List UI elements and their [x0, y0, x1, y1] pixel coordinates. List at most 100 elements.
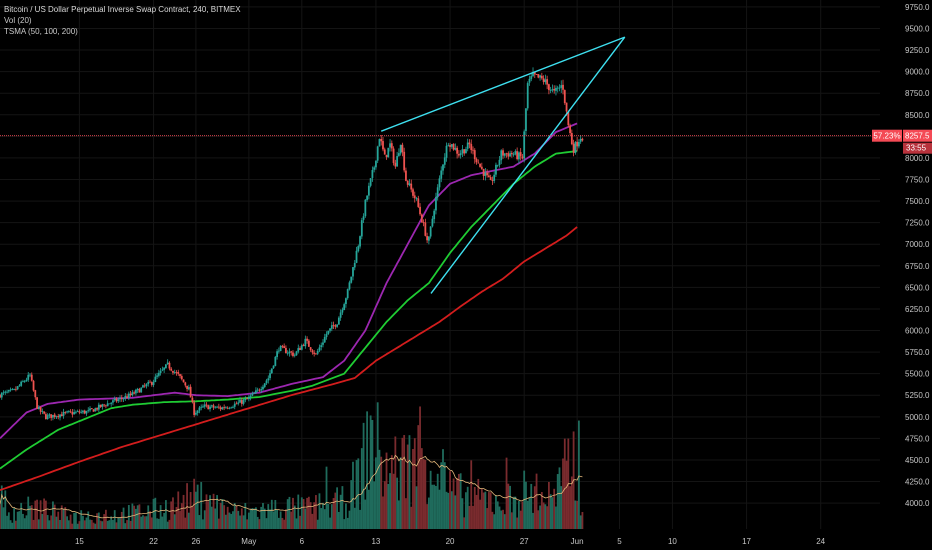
candle-205	[360, 217, 363, 240]
candle-body-14	[23, 381, 26, 382]
volume-bar-304	[535, 473, 538, 529]
candle-116	[203, 401, 206, 409]
candle-body-131	[230, 407, 233, 409]
candle-167	[293, 353, 296, 358]
candle-body-283	[498, 159, 501, 166]
ma50-line	[0, 122, 578, 440]
volume-bar-184	[323, 509, 326, 529]
volume-bar-284	[500, 510, 503, 529]
candle-body-305	[537, 74, 540, 78]
candle-320	[563, 89, 566, 105]
candle-292	[514, 149, 517, 156]
candle-body-193	[339, 312, 342, 318]
candle-268	[472, 146, 474, 155]
y-tick-label-16: 5750.0	[905, 348, 930, 357]
candle-body-308	[542, 78, 545, 82]
indicator-volume[interactable]: Vol (20)	[4, 16, 32, 25]
x-axis[interactable]: 15 22 26 May 6 13 20 27 Jun 5 10 17 24	[75, 537, 826, 546]
candle-body-27	[46, 415, 49, 420]
candle-131	[230, 406, 233, 409]
volume-bar-255	[449, 471, 451, 529]
candle-body-110	[193, 402, 196, 415]
volume-bar-57	[99, 520, 102, 529]
volume-bar-30	[52, 501, 54, 529]
volume-bar-262	[461, 498, 464, 529]
volume-bar-64	[112, 519, 114, 529]
volume-bar-210	[369, 415, 372, 529]
volume-bar-264	[465, 492, 467, 529]
candle-80	[140, 387, 143, 393]
volume-bar-242	[426, 504, 429, 529]
candle-body-138	[242, 399, 245, 404]
volume-bar-14	[23, 518, 26, 529]
candle-body-125	[219, 407, 222, 410]
candle-169	[297, 344, 300, 354]
candle-body-288	[507, 153, 510, 157]
volume-bar-321	[565, 460, 568, 529]
candle-body-278	[489, 177, 492, 181]
candle-body-57	[99, 404, 102, 408]
candle-143	[251, 391, 254, 397]
candle-body-260	[457, 154, 460, 156]
volume-bar-259	[456, 478, 459, 529]
candle-158	[277, 347, 280, 354]
chart-title[interactable]: Bitcoin / US Dollar Perpetual Inverse Sw…	[4, 5, 241, 14]
volume-bar-238	[419, 406, 421, 529]
candle-7	[11, 387, 14, 391]
volume-bar-63	[110, 516, 113, 529]
volume-bar-312	[549, 494, 552, 529]
candle-body-66	[115, 398, 118, 402]
candle-236	[415, 196, 418, 201]
indicator-tsma[interactable]: TSMA (50, 100, 200)	[4, 27, 78, 36]
candle-1	[0, 391, 3, 400]
candle-204	[359, 235, 361, 249]
candle-body-183	[322, 342, 324, 345]
volume-bar-97	[170, 501, 173, 529]
moving-averages	[0, 122, 578, 492]
volume-bar-295	[519, 510, 522, 529]
candle-body-303	[533, 71, 536, 75]
candle-body-300	[528, 78, 531, 83]
candle-body-134	[235, 403, 238, 405]
candle-233	[410, 179, 413, 193]
candle-body-235	[413, 195, 416, 199]
candle-body-67	[117, 399, 120, 402]
volume-bar-246	[433, 484, 436, 529]
candle-body-267	[470, 144, 473, 151]
candle-207	[364, 199, 367, 218]
trendlines[interactable]	[380, 36, 626, 294]
candle-body-162	[285, 347, 287, 354]
volume-bar-298	[525, 481, 527, 529]
volume-bar-152	[267, 504, 270, 529]
candle-body-121	[212, 405, 215, 408]
volume-bar-263	[463, 517, 466, 529]
candle-body-54	[94, 408, 97, 412]
candle-body-213	[375, 160, 377, 168]
candle-237	[417, 195, 420, 209]
candle-88	[154, 373, 157, 383]
x-tick-label-8: Jun	[571, 537, 584, 546]
volume-bar-84	[147, 505, 150, 529]
volume-bar-21	[36, 499, 38, 529]
volume-bar-232	[408, 435, 411, 529]
y-tick-label-17: 5500.0	[905, 370, 930, 379]
candle-body-280	[493, 174, 496, 181]
candle-body-89	[156, 375, 158, 377]
candle-body-309	[544, 79, 547, 83]
candle-body-53	[92, 409, 95, 412]
candle-body-321	[565, 102, 568, 112]
timer-badge	[903, 142, 932, 154]
candle-288	[507, 151, 510, 160]
y-axis[interactable]: 9750.09500.09250.09000.08750.08500.08250…	[905, 3, 930, 508]
candle-85	[149, 379, 151, 383]
candle-body-82	[143, 385, 146, 387]
x-tick-label-2: 26	[191, 537, 200, 546]
candle-50	[87, 407, 90, 413]
candle-309	[544, 74, 547, 85]
candle-170	[299, 346, 301, 351]
candle-body-81	[142, 385, 144, 388]
candle-body-231	[406, 180, 409, 185]
candle-body-106	[186, 385, 188, 389]
candle-250	[440, 166, 443, 183]
